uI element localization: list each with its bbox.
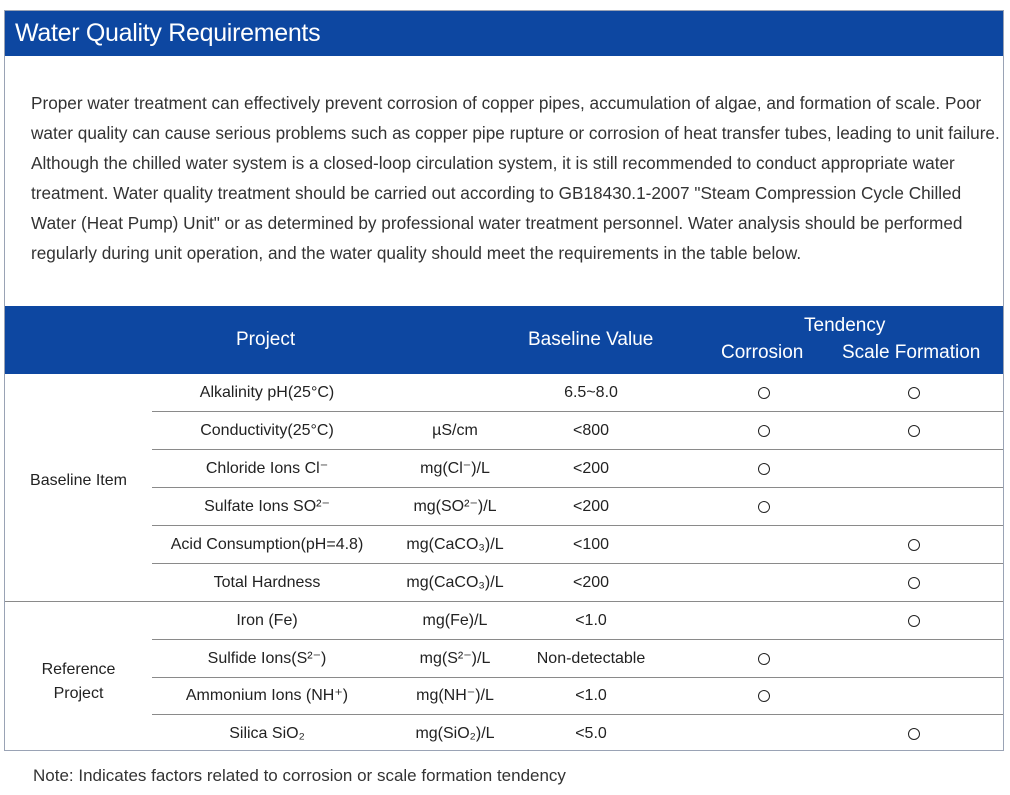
group-label-reference: Reference Project — [5, 658, 152, 706]
cell-project: Chloride Ions Cl⁻ — [205, 460, 329, 477]
scale-mark — [908, 374, 920, 412]
cell-value: <200 — [572, 498, 610, 515]
row-divider — [152, 639, 1003, 640]
group-divider — [5, 601, 1003, 602]
cell-value: Non-detectable — [536, 650, 646, 667]
cell-value: <200 — [572, 574, 610, 591]
cell-project: Iron (Fe) — [236, 612, 298, 629]
cell-unit: mg(SiO₂)/L — [415, 725, 495, 742]
group-label-reference-line1: Reference — [41, 661, 116, 678]
corrosion-mark — [758, 677, 770, 715]
cell-unit: mg(NH⁻)/L — [416, 687, 494, 704]
table-row: Silica SiO₂ mg(SiO₂)/L <5.0 — [152, 715, 1003, 753]
cell-value: <200 — [572, 460, 610, 477]
cell-value: <100 — [572, 536, 610, 553]
corrosion-mark — [758, 640, 770, 678]
corrosion-mark — [758, 450, 770, 488]
intro-paragraph: Proper water treatment can effectively p… — [31, 93, 1000, 263]
header-scale-formation: Scale Formation — [842, 342, 981, 363]
cell-unit: µS/cm — [432, 422, 478, 439]
header-baseline-value: Baseline Value — [528, 329, 654, 350]
cell-project: Ammonium Ions (NH⁺) — [185, 687, 349, 704]
table-row: Sulfide Ions(S²⁻) mg(S²⁻)/L Non-detectab… — [152, 640, 1003, 678]
table-row: Iron (Fe) mg(Fe)/L <1.0 — [152, 602, 1003, 640]
cell-project: Silica SiO₂ — [229, 725, 305, 742]
corrosion-mark — [758, 412, 770, 450]
scale-mark — [908, 526, 920, 564]
cell-value: <1.0 — [575, 687, 607, 704]
row-divider — [152, 677, 1003, 678]
cell-unit: mg(CaCO₃)/L — [406, 574, 504, 591]
group-label-reference-line2: Project — [53, 685, 104, 702]
cell-project: Conductivity(25°C) — [200, 422, 334, 439]
scale-mark — [908, 602, 920, 640]
cell-project: Alkalinity pH(25°C) — [199, 384, 335, 401]
page-title: Water Quality Requirements — [5, 11, 1003, 56]
footnote: Note: Indicates factors related to corro… — [33, 766, 566, 785]
cell-unit: mg(SO²⁻)/L — [413, 498, 497, 515]
header-project: Project — [236, 329, 296, 350]
table-row: Total Hardness mg(CaCO₃)/L <200 — [152, 564, 1003, 602]
cell-project: Total Hardness — [213, 574, 321, 591]
row-divider — [152, 714, 1003, 715]
cell-project: Acid Consumption(pH=4.8) — [170, 536, 364, 553]
header-tendency: Tendency — [804, 315, 886, 336]
table-row: Acid Consumption(pH=4.8) mg(CaCO₃)/L <10… — [152, 526, 1003, 564]
table-row: Sulfate Ions SO²⁻ mg(SO²⁻)/L <200 — [152, 488, 1003, 526]
cell-unit: mg(S²⁻)/L — [419, 650, 491, 667]
cell-project: Sulfate Ions SO²⁻ — [204, 498, 330, 515]
scale-mark — [908, 412, 920, 450]
cell-value: <1.0 — [575, 612, 607, 629]
row-divider — [152, 487, 1003, 488]
table-row: Ammonium Ions (NH⁺) mg(NH⁻)/L <1.0 — [152, 677, 1003, 715]
cell-project: Sulfide Ions(S²⁻) — [207, 650, 327, 667]
row-divider — [152, 525, 1003, 526]
table-row: Chloride Ions Cl⁻ mg(Cl⁻)/L <200 — [152, 450, 1003, 488]
table-row: Conductivity(25°C) µS/cm <800 — [152, 412, 1003, 450]
row-divider — [152, 449, 1003, 450]
cell-unit: mg(Cl⁻)/L — [420, 460, 490, 477]
table-row: Alkalinity pH(25°C) 6.5~8.0 — [152, 374, 1003, 412]
row-divider — [152, 411, 1003, 412]
cell-value: <5.0 — [575, 725, 607, 742]
cell-unit: mg(CaCO₃)/L — [406, 536, 504, 553]
group-label-baseline: Baseline Item — [30, 472, 127, 489]
row-divider — [152, 563, 1003, 564]
header-corrosion: Corrosion — [721, 342, 804, 363]
corrosion-mark — [758, 488, 770, 526]
cell-value: 6.5~8.0 — [564, 384, 618, 401]
document-frame — [4, 10, 1004, 751]
corrosion-mark — [758, 374, 770, 412]
scale-mark — [908, 564, 920, 602]
cell-value: <800 — [572, 422, 610, 439]
table-header: Project Baseline Value Tendency Corrosio… — [5, 306, 1003, 374]
cell-unit: mg(Fe)/L — [422, 612, 488, 629]
scale-mark — [908, 715, 920, 753]
